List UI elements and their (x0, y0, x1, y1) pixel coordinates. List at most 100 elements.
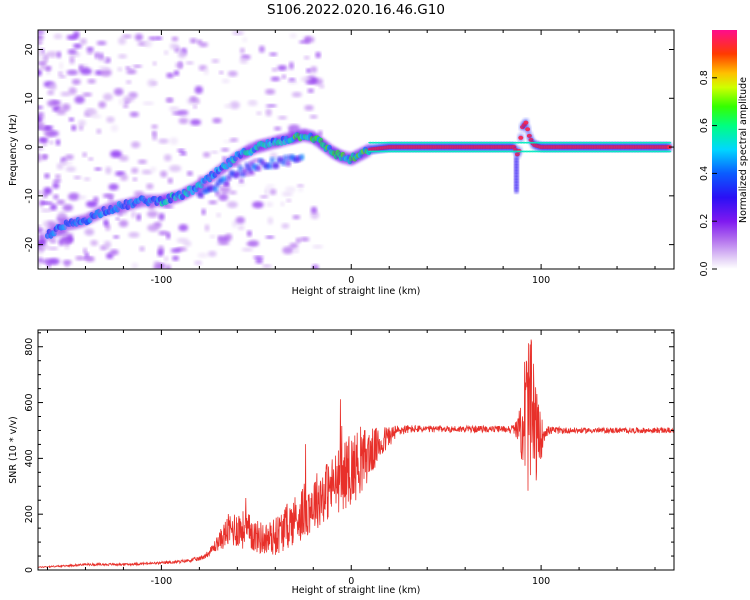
spectrogram-noise-cell (239, 47, 245, 54)
spectrogram-noise-cell (282, 246, 294, 255)
spectrogram-noise-cell (75, 255, 85, 261)
spectrogram-noise-cell (212, 117, 222, 124)
spectrogram-ridge-edge (516, 150, 521, 153)
spectrogram-noise-cell (303, 55, 310, 60)
spectrogram-ridge-edge (391, 141, 396, 144)
spectrogram-ridge-edge (467, 150, 472, 153)
spectrogram-noise-cell (227, 70, 238, 77)
spectrogram-noise-cell (86, 46, 94, 52)
spectrogram-noise-cell (177, 148, 186, 153)
spectrogram-noise-cell (53, 179, 61, 183)
spectrogram-ridge-edge (624, 141, 629, 144)
spectrogram-noise-cell (83, 177, 91, 181)
spectrogram-ridge-edge (601, 150, 606, 153)
spectrogram-ridge-edge (593, 150, 598, 153)
spectrogram-ridge-edge (482, 141, 487, 144)
spectrogram-noise-cell (204, 224, 210, 232)
spectrogram-noise-cell (88, 157, 94, 161)
spectrogram-ridge-edge (502, 150, 507, 153)
spectrogram-ridge-edge (584, 150, 589, 153)
spectrogram-noise-cell (221, 78, 230, 84)
spectrogram-noise-cell (319, 84, 325, 89)
spectrogram-ridge-edge (635, 141, 640, 144)
spectrogram-noise-cell (42, 154, 47, 161)
y-tick-label: 200 (24, 505, 35, 523)
spectrogram-noise-cell (57, 211, 67, 220)
spectrogram-ridge-edge (570, 150, 575, 153)
spectrogram-ridge-edge (396, 141, 401, 144)
spectrogram-noise-cell (309, 114, 318, 119)
spectrogram-noise-cell (154, 36, 163, 41)
spectrogram-noise-cell (63, 238, 71, 246)
spectrogram-noise-cell (44, 65, 52, 71)
spectrogram-ridge-edge (436, 141, 441, 144)
spectrogram-noise-cell (126, 80, 132, 84)
y-tick-label: 600 (24, 393, 35, 411)
spectrogram-noise-cell (280, 201, 285, 207)
spectrogram-ridge-edge (425, 150, 430, 153)
spectrogram-ridge-edge (544, 141, 549, 144)
spectrogram-ridge-edge (442, 150, 447, 153)
spectrogram-noise-cell (42, 258, 54, 265)
spectrogram-y-axis-label: Frequency (Hz) (8, 114, 19, 186)
spectrogram-noise-cell (115, 217, 120, 221)
spectrogram-secondary-cell (212, 185, 218, 192)
spectrogram-ridge-edge (465, 150, 470, 153)
spectrogram-ridge-edge (615, 141, 620, 144)
spectrogram-noise-cell (165, 264, 172, 269)
spectrogram-ridge-cell (518, 135, 524, 140)
spectrogram-ridge-edge (450, 150, 455, 153)
spectrogram-ridge-cell (523, 120, 529, 125)
spectrogram-noise-cell (173, 70, 180, 76)
spectrogram-ridge-edge (613, 150, 618, 153)
spectrogram-ridge-edge (402, 150, 407, 153)
y-tick-label: 800 (24, 338, 35, 356)
spectrogram-ridge-edge (541, 150, 546, 153)
spectrogram-noise-cell (69, 56, 75, 65)
spectrogram-ridge-edge (664, 141, 669, 144)
spectrogram-ridge-edge (550, 141, 555, 144)
spectrogram-ridge-edge (473, 150, 478, 153)
spectrogram-noise-cell (56, 199, 66, 205)
spectrogram-noise-cell (131, 262, 139, 269)
spectrogram-noise-cell (83, 247, 88, 254)
spectrogram-noise-cell (304, 105, 314, 111)
spectrogram-ridge-edge (382, 150, 387, 153)
spectrogram-ridge-edge (416, 141, 421, 144)
spectrogram-ridge-edge (507, 150, 512, 153)
spectrogram-noise-cell (65, 166, 77, 172)
spectrogram-noise-cell (87, 51, 93, 55)
spectrogram-ridge-edge (559, 141, 564, 144)
snr-ticks: -100 0 100 0 200 400 600 800 (24, 330, 674, 587)
spectrogram-ridge-edge (462, 150, 467, 153)
spectrogram-noise-cell (38, 57, 44, 63)
spectrogram-ridge-edge (499, 141, 504, 144)
spectrogram-noise-cell (38, 105, 44, 110)
spectrogram-ridge-edge (410, 150, 415, 153)
spectrogram-ridge-edge (388, 141, 393, 144)
spectrogram-noise-cell (207, 250, 217, 257)
spectrogram-noise-cell (152, 132, 157, 141)
spectrogram-ridge-edge (445, 150, 450, 153)
spectrogram-ridge-edge (661, 141, 666, 144)
spectrogram-noise-cell (202, 151, 211, 158)
spectrogram-ridge-edge (641, 141, 646, 144)
spectrogram-noise-cell (158, 213, 165, 221)
spectrogram-ridge-edge (484, 141, 489, 144)
spectrogram-ridge-edge (613, 141, 618, 144)
spectrogram-ridge-edge (405, 150, 410, 153)
spectrogram-ridge-edge (584, 141, 589, 144)
colorbar-label: Normalized spectral amplitude (738, 77, 749, 223)
colorbar-tick-label: 0.0 (699, 261, 710, 276)
spectrogram-noise-cell (198, 42, 209, 48)
spectrogram-ridge-edge (373, 150, 378, 153)
spectrogram-noise-cell (84, 228, 95, 236)
spectrogram-ridge-edge (428, 141, 433, 144)
spectrogram-secondary-cell (283, 154, 289, 161)
spectrogram-ridge-edge (635, 150, 640, 153)
spectrogram-noise-cell (43, 201, 53, 205)
spectrogram-noise-cell (133, 190, 145, 197)
spectrogram-ridge-edge (502, 141, 507, 144)
spectrogram-secondary-cell (235, 170, 241, 177)
